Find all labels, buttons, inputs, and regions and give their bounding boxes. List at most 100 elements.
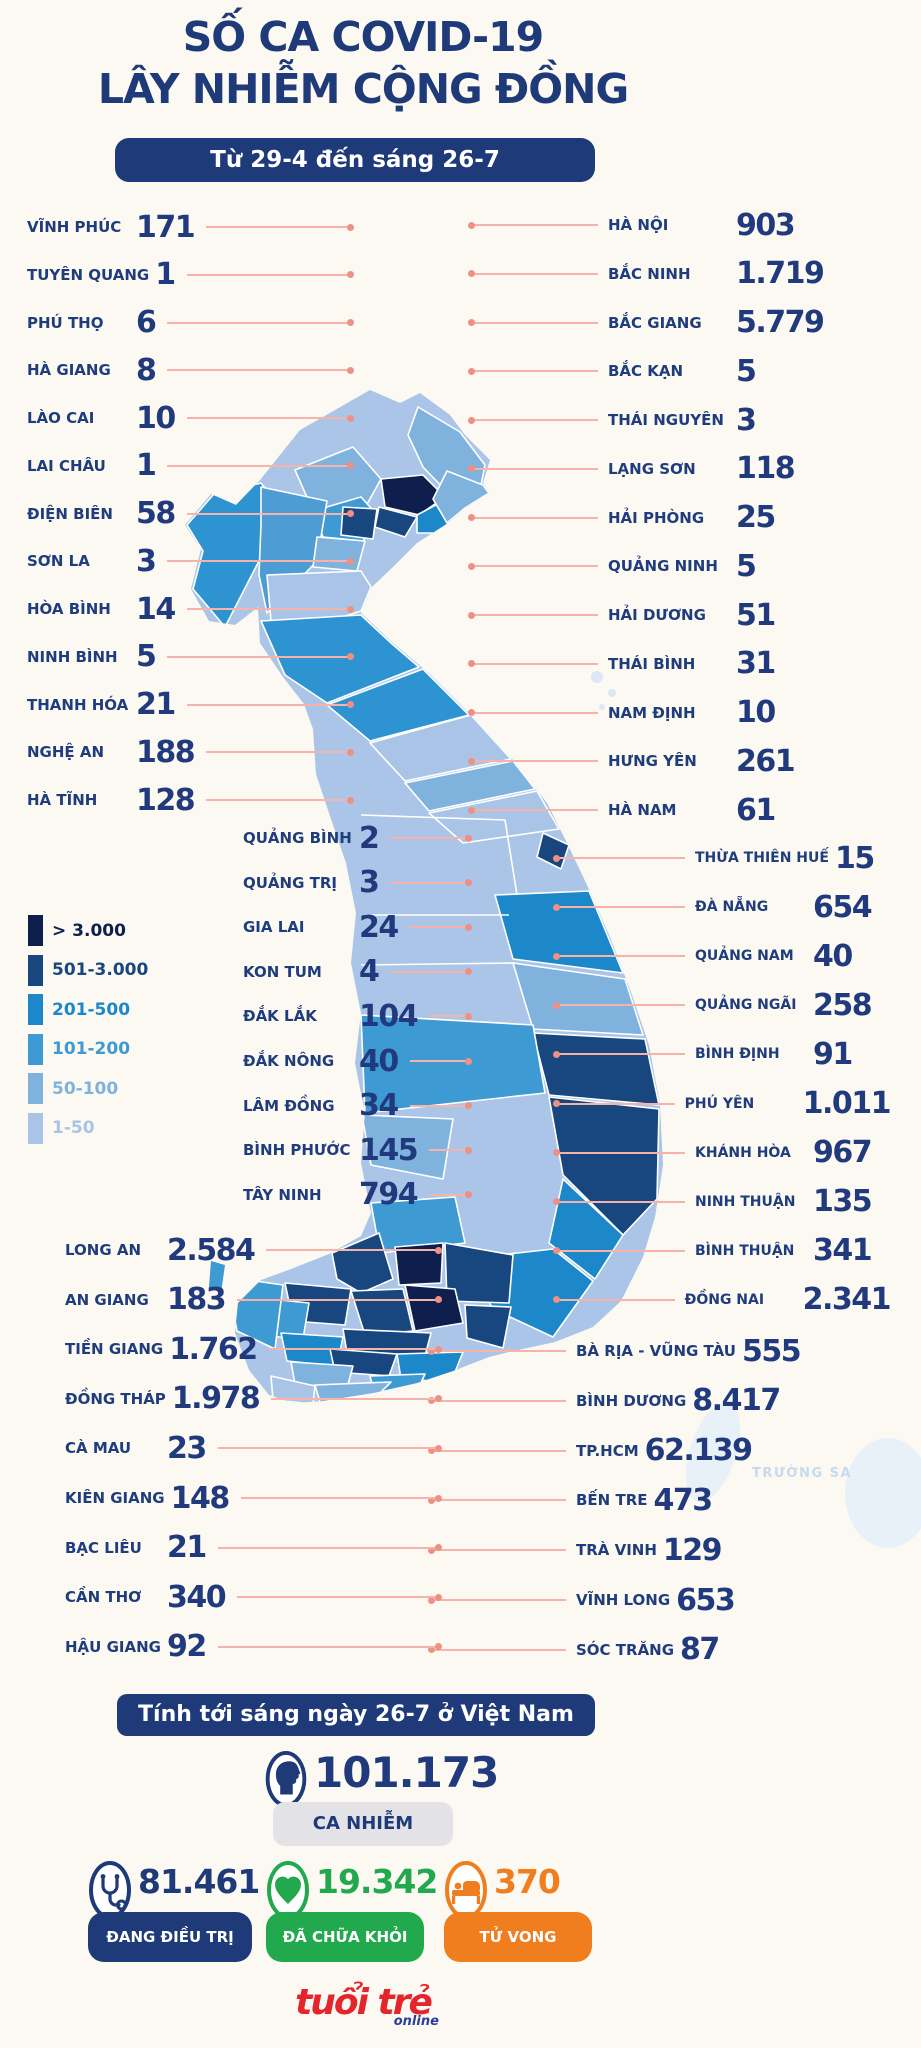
line-dot [468, 757, 475, 765]
province-value: 24 [359, 909, 399, 945]
connector-line [428, 1546, 566, 1554]
line-dot [465, 968, 472, 976]
line-dot [553, 1001, 560, 1009]
province-name: TUYÊN QUANG [27, 265, 150, 284]
province-row: SÓC TRĂNG 87 [428, 1630, 820, 1670]
province-value: 3 [359, 865, 380, 901]
legend-item: 501-3.000 [28, 954, 148, 986]
province-name: QUẢNG NGÃI [695, 997, 797, 1014]
province-value: 21 [136, 687, 176, 722]
province-name: BÀ RỊA - VŨNG TÀU [576, 1342, 736, 1360]
connector-line [553, 903, 685, 911]
province-name: VĨNH LONG [576, 1591, 671, 1609]
province-name: BÌNH ĐỊNH [695, 1046, 780, 1063]
legend-label: 1-50 [52, 1118, 95, 1138]
connector-line [553, 1198, 685, 1206]
province-value: 31 [736, 646, 776, 682]
province-name: HƯNG YÊN [608, 752, 697, 771]
map-region [404, 1284, 464, 1332]
line-dot [468, 367, 475, 375]
province-row: HẢI DƯƠNG 51 [468, 595, 890, 635]
line-dot [347, 462, 354, 470]
province-row: NINH THUẬN 135 [553, 1182, 890, 1222]
line-dot [468, 806, 475, 814]
line-dot [428, 1347, 435, 1355]
province-value: 794 [359, 1177, 419, 1213]
line-dot [347, 748, 354, 756]
province-row: SƠN LA 3 [27, 541, 354, 581]
connector-line [468, 465, 598, 473]
province-value: 58 [136, 496, 176, 531]
province-row: QUẢNG NINH 5 [468, 546, 890, 586]
line-dot [428, 1447, 435, 1455]
province-name: LÂM ĐỒNG [243, 1096, 335, 1115]
province-value: 148 [170, 1480, 231, 1516]
province-row: VĨNH LONG 653 [428, 1580, 820, 1620]
connector-line [186, 605, 354, 613]
connector-line [468, 660, 598, 668]
connector-line [468, 270, 598, 278]
province-row: HƯNG YÊN 261 [468, 741, 890, 781]
province-value: 129 [662, 1532, 723, 1568]
province-value: 473 [653, 1482, 713, 1518]
province-value: 10 [136, 400, 176, 436]
connector-line [553, 1050, 685, 1058]
legend-item: > 3.000 [28, 915, 126, 946]
connector-line [268, 1345, 442, 1353]
province-value: 118 [736, 451, 796, 487]
province-value: 4 [359, 954, 380, 990]
legend-label: 101-200 [52, 1039, 131, 1059]
province-name: HẬU GIANG [65, 1637, 161, 1656]
province-row: BÌNH DƯƠNG 8.417 [428, 1381, 820, 1421]
legend-item: 201-500 [28, 994, 130, 1025]
province-name: THÁI NGUYÊN [608, 411, 724, 429]
legend-swatch [28, 1033, 43, 1065]
connector-line [237, 1593, 442, 1601]
legend-label: 201-500 [52, 999, 131, 1020]
bed-icon [445, 1861, 487, 1919]
deaths-label: TỬ VONG [444, 1912, 592, 1962]
province-name: THANH HÓA [27, 695, 129, 714]
connector-line [409, 1057, 472, 1065]
province-value: 2.341 [802, 1282, 892, 1318]
connector-line [468, 709, 598, 716]
province-row: BẾN TRE 473 [428, 1480, 820, 1520]
province-row: BÌNH PHƯỚC 145 [243, 1130, 472, 1170]
vietnam-map [185, 390, 663, 1403]
map-region [532, 1032, 660, 1106]
line-dot [468, 465, 475, 473]
province-row: HÀ NAM 61 [468, 790, 890, 830]
province-name: BẮC NINH [608, 264, 691, 283]
line-dot [428, 1596, 435, 1604]
province-row: TUYÊN QUANG 1 [27, 255, 354, 295]
province-row: BÀ RỊA - VŨNG TÀU 555 [428, 1331, 820, 1371]
province-value: 87 [680, 1632, 720, 1668]
line-dot [435, 1395, 442, 1403]
connector-line [167, 462, 354, 470]
province-row: QUẢNG NGÃI 258 [553, 985, 890, 1025]
province-value: 1.762 [169, 1331, 258, 1367]
line-dot [347, 701, 354, 708]
line-dot [465, 1191, 472, 1199]
page-title: SỐ CA COVID-19 LÂY NHIỄM CỘNG ĐỒNG [0, 12, 726, 115]
map-region [512, 962, 644, 1036]
connector-line [186, 510, 354, 517]
province-name: ĐỒNG NAI [684, 1291, 765, 1308]
line-dot [553, 1149, 560, 1157]
connector-line [428, 1596, 566, 1604]
map-region [331, 1232, 394, 1294]
line-dot [553, 1100, 560, 1107]
province-name: BẾN TRE [576, 1491, 648, 1510]
province-name: KON TUM [243, 962, 322, 981]
map-region [380, 474, 446, 516]
province-value: 3 [736, 402, 757, 438]
legend-item: 50-100 [28, 1073, 118, 1104]
province-row: ĐẮK LẮK 104 [243, 996, 472, 1036]
province-name: BÌNH DƯƠNG [576, 1391, 687, 1410]
province-name: NINH BÌNH [27, 647, 118, 666]
province-row: PHÚ THỌ 6 [27, 303, 354, 343]
line-dot [465, 1057, 472, 1065]
connector-line [390, 834, 472, 842]
province-name: THÁI BÌNH [608, 654, 696, 673]
province-name: NAM ĐỊNH [608, 703, 696, 722]
